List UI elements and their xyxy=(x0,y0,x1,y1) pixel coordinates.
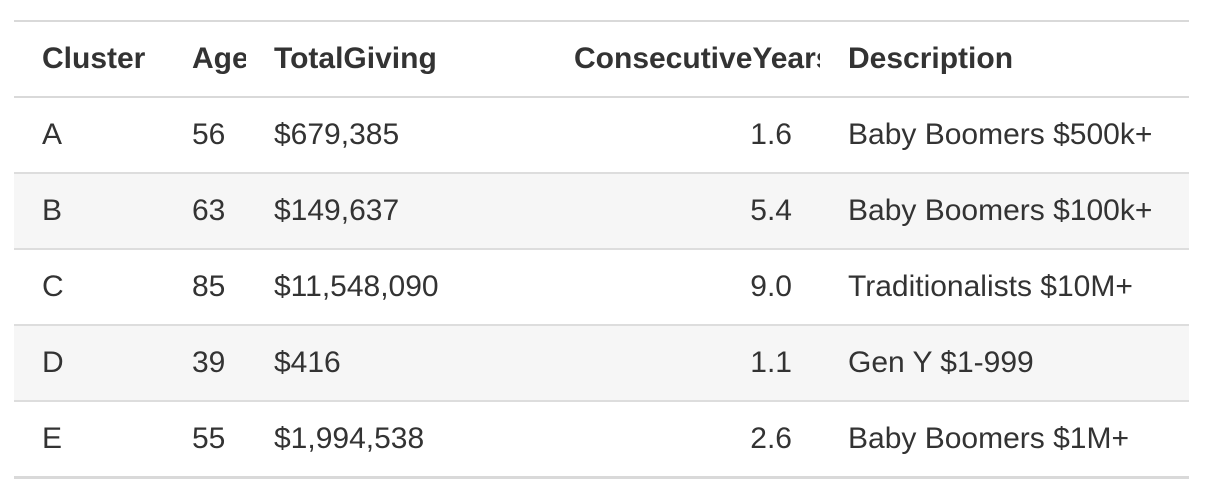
header-row: Cluster Age TotalGiving ConsecutiveYears… xyxy=(14,21,1189,98)
cell-total-giving: $679,385 xyxy=(274,118,400,151)
column-header-description: Description xyxy=(820,21,1189,98)
cell-consecutive-years: 2.6 xyxy=(546,400,820,478)
cell-consecutive-years: 9.0 xyxy=(546,248,820,325)
cell-age: 39 xyxy=(164,324,246,401)
cell-age: 63 xyxy=(164,172,246,249)
cell-description: Traditionalists $10M+ xyxy=(820,248,1189,325)
cell-total-giving: $11,548,090 xyxy=(246,248,546,325)
cell-age: 56 xyxy=(192,118,226,151)
cell-total-giving: $416 xyxy=(246,324,546,401)
cell-consecutive-years: 1.6 xyxy=(750,118,792,151)
cell-total-giving: $1,994,538 xyxy=(246,400,546,478)
cell-age: 85 xyxy=(164,248,246,325)
table-row: D 39 $416 1.1 Gen Y $1-999 xyxy=(14,324,1189,401)
cell-cluster: D xyxy=(14,324,164,401)
cell-description: Gen Y $1-999 xyxy=(820,324,1189,401)
cell-cluster: A xyxy=(42,118,63,151)
cluster-summary-table: Cluster Age TotalGiving ConsecutiveYears… xyxy=(14,20,1189,479)
cell-description: Baby Boomers $500k+ xyxy=(848,118,1153,151)
cell-description: Baby Boomers $100k+ xyxy=(820,172,1189,249)
cell-consecutive-years: 1.1 xyxy=(546,324,820,401)
table-row: C 85 $11,548,090 9.0 Traditionalists $10… xyxy=(14,248,1189,325)
cell-cluster: B xyxy=(14,172,164,249)
table-row: E 55 $1,994,538 2.6 Baby Boomers $1M+ xyxy=(14,400,1189,478)
cell-description: Baby Boomers $1M+ xyxy=(820,400,1189,478)
column-header-total-giving: TotalGiving xyxy=(246,21,546,98)
cell-cluster: E xyxy=(14,400,164,478)
cell-cluster: C xyxy=(14,248,164,325)
cell-total-giving: $149,637 xyxy=(246,172,546,249)
table-row: A 56 $679,385 1.6 Baby Boomers $500k+ xyxy=(14,97,1189,173)
cell-age: 55 xyxy=(164,400,246,478)
cell-consecutive-years: 5.4 xyxy=(546,172,820,249)
column-header-age: Age xyxy=(164,21,246,98)
column-header-consecutive-years: ConsecutiveYears xyxy=(546,21,820,98)
column-header-cluster: Cluster xyxy=(14,21,164,98)
cluster-table-container: Cluster Age TotalGiving ConsecutiveYears… xyxy=(14,20,1189,479)
table-row: B 63 $149,637 5.4 Baby Boomers $100k+ xyxy=(14,172,1189,249)
